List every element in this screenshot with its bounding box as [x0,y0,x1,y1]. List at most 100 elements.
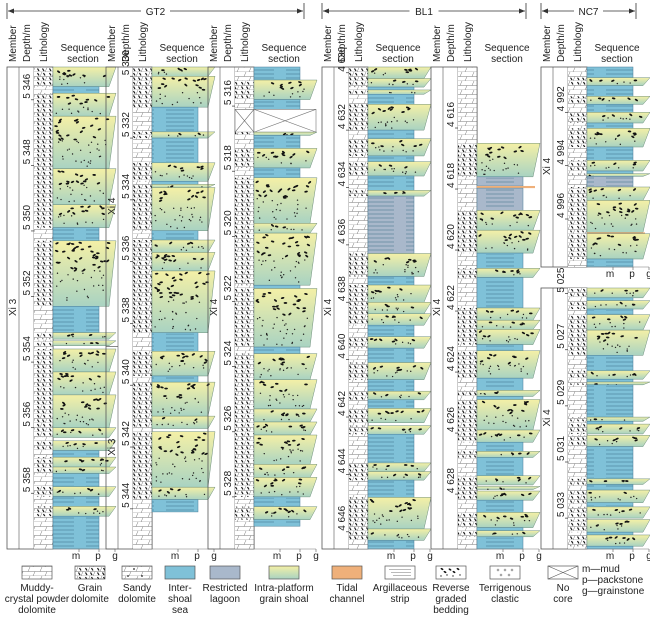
grain [191,194,195,198]
header-sequence: Sequence [261,43,306,54]
grain [519,212,523,216]
lithology-grain [568,382,587,385]
grain [87,296,89,299]
grain [446,574,448,576]
grain [287,516,290,518]
grain [58,182,63,185]
grain [261,325,263,327]
grain [89,342,94,345]
grain [71,189,74,191]
grain [186,242,191,245]
grain [268,399,271,401]
grain [64,422,66,425]
grain [102,274,105,277]
grain [202,367,205,369]
grain [276,399,278,401]
grain [192,175,194,177]
grain [156,423,158,426]
grain [618,202,622,205]
grain [60,386,62,388]
grain [161,318,163,321]
bed-grain-shoal [476,429,541,443]
grain [604,332,609,335]
grain [159,292,163,294]
grain [81,126,86,129]
grain [89,151,92,154]
grain [489,151,493,154]
grain [294,241,299,244]
grain [76,140,78,143]
grain [376,272,378,274]
grain [170,185,174,188]
grain [62,404,66,407]
grain [391,168,393,170]
grain [195,285,199,289]
grain [611,332,616,335]
grain [174,219,176,221]
depth-label: 4 640 [337,333,348,358]
grain [371,142,375,145]
grain [516,338,518,341]
grain [518,452,522,455]
grain [594,252,596,255]
grain [452,575,454,577]
grain [268,279,271,282]
grain [166,223,168,226]
grain [404,268,406,271]
grain [154,214,156,217]
grain [202,134,205,136]
grain [614,346,617,349]
grain [302,412,306,415]
grain [65,182,70,185]
bed-grain-shoal [367,253,432,277]
grain [509,364,511,367]
grain [487,167,490,169]
grain [605,537,609,540]
depth-label: 5 356 [22,401,33,426]
lithology-grain [568,417,587,422]
grain [70,431,72,434]
lithology-grain [458,210,477,231]
grain [58,138,62,141]
bed-grain-shoal [367,78,432,88]
grain [503,235,507,239]
grain [282,242,286,245]
grain [624,217,627,219]
grain [186,175,189,177]
grain [517,172,520,174]
grain [508,237,512,240]
grain [615,522,619,525]
grain [485,480,487,482]
grain [407,342,410,344]
lithology-grain [133,487,152,500]
grain [85,422,88,425]
grain [499,317,502,319]
grain [384,72,386,75]
grain [605,336,610,339]
grain [404,270,406,273]
bed-grain-shoal [586,300,650,310]
grain [397,296,399,298]
grain [176,354,181,357]
grain [182,356,186,359]
grain [372,367,377,370]
grain [291,509,295,513]
grain [79,420,82,423]
grain [490,519,492,521]
scale-label-g: g [211,551,217,562]
grain [274,382,279,385]
grain [99,387,102,389]
grain [589,480,593,483]
grain [616,304,618,306]
legend-label: dolomite [71,594,109,605]
grain [623,322,625,325]
grain [411,91,413,94]
grain [274,474,276,476]
grain [281,357,285,361]
bed-grain-shoal [52,394,117,428]
grain [496,406,500,410]
grain [187,198,191,201]
grain [526,373,529,375]
grain [279,368,281,370]
